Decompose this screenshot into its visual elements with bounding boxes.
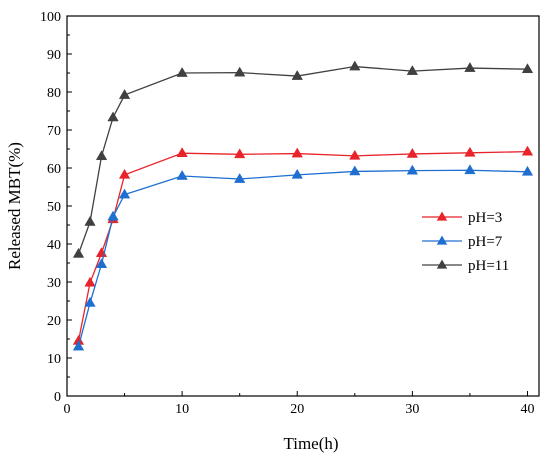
data-point xyxy=(464,164,476,175)
y-tick-label: 80 xyxy=(47,86,61,101)
data-point xyxy=(176,169,188,180)
data-point xyxy=(464,146,476,157)
y-tick-label: 40 xyxy=(47,238,61,253)
x-axis-title: Time(h) xyxy=(283,434,338,453)
plot-border xyxy=(66,15,540,397)
series-line xyxy=(77,151,528,342)
data-point xyxy=(118,168,131,179)
legend-marker xyxy=(436,235,448,245)
y-tick-label: 100 xyxy=(40,10,61,25)
data-point xyxy=(95,258,108,268)
x-tick-label: 0 xyxy=(64,402,71,417)
data-point xyxy=(234,173,246,183)
data-point xyxy=(234,66,246,77)
series-line xyxy=(77,169,528,347)
data-point xyxy=(95,150,108,161)
y-tick-label: 70 xyxy=(47,124,61,139)
axis-ticks: 0 10 20 30 40 0 10 20 30 40 50 60 70 80 90 100 xyxy=(40,10,534,417)
data-point xyxy=(84,296,96,307)
series-pH=3 xyxy=(72,145,534,345)
data-point xyxy=(291,168,303,179)
y-tick-label: 90 xyxy=(47,48,61,63)
legend: pH=3 pH=7 pH=11 xyxy=(422,210,509,274)
x-tick-label: 20 xyxy=(290,402,304,417)
data-point xyxy=(464,62,476,72)
data-point xyxy=(406,147,419,158)
data-point xyxy=(291,70,303,80)
data-point xyxy=(118,188,131,199)
legend-item: pH=7 xyxy=(422,234,503,250)
y-tick-label: 20 xyxy=(47,314,61,329)
legend-item: pH=3 xyxy=(422,210,502,226)
data-point xyxy=(176,66,188,77)
data-point xyxy=(107,210,119,221)
x-tick-label: 30 xyxy=(405,402,419,417)
data-point xyxy=(107,111,119,122)
data-point xyxy=(291,147,303,158)
data-point xyxy=(521,165,534,176)
series-line xyxy=(77,65,528,255)
y-tick-label: 30 xyxy=(47,276,61,291)
x-tick-label: 40 xyxy=(520,402,534,417)
data-point xyxy=(521,145,534,156)
data-point xyxy=(349,165,361,176)
y-tick-label: 60 xyxy=(47,162,61,177)
data-point xyxy=(349,60,361,71)
data-point xyxy=(521,63,534,74)
legend-marker xyxy=(436,259,448,269)
data-point xyxy=(72,247,85,258)
series-pH=11 xyxy=(72,60,534,258)
data-point xyxy=(84,276,96,287)
data-point xyxy=(84,215,96,226)
data-point xyxy=(176,147,188,158)
y-axis-title: Released MBT(%) xyxy=(5,142,24,270)
data-point xyxy=(349,149,361,160)
legend-marker xyxy=(436,211,448,221)
legend-item: pH=11 xyxy=(422,258,509,274)
legend-label: pH=3 xyxy=(468,210,502,226)
y-tick-label: 50 xyxy=(47,200,61,215)
legend-label: pH=11 xyxy=(468,258,509,274)
series-layer xyxy=(72,60,534,351)
data-point xyxy=(72,340,85,351)
x-tick-label: 10 xyxy=(175,402,189,417)
y-tick-label: 10 xyxy=(47,352,61,367)
data-point xyxy=(234,148,246,159)
series-pH=7 xyxy=(72,164,534,351)
data-point xyxy=(406,164,419,175)
plot-frame xyxy=(66,15,540,397)
data-point xyxy=(118,89,131,99)
legend-label: pH=7 xyxy=(468,234,503,250)
y-tick-label: 0 xyxy=(54,390,61,405)
data-point xyxy=(406,65,419,75)
